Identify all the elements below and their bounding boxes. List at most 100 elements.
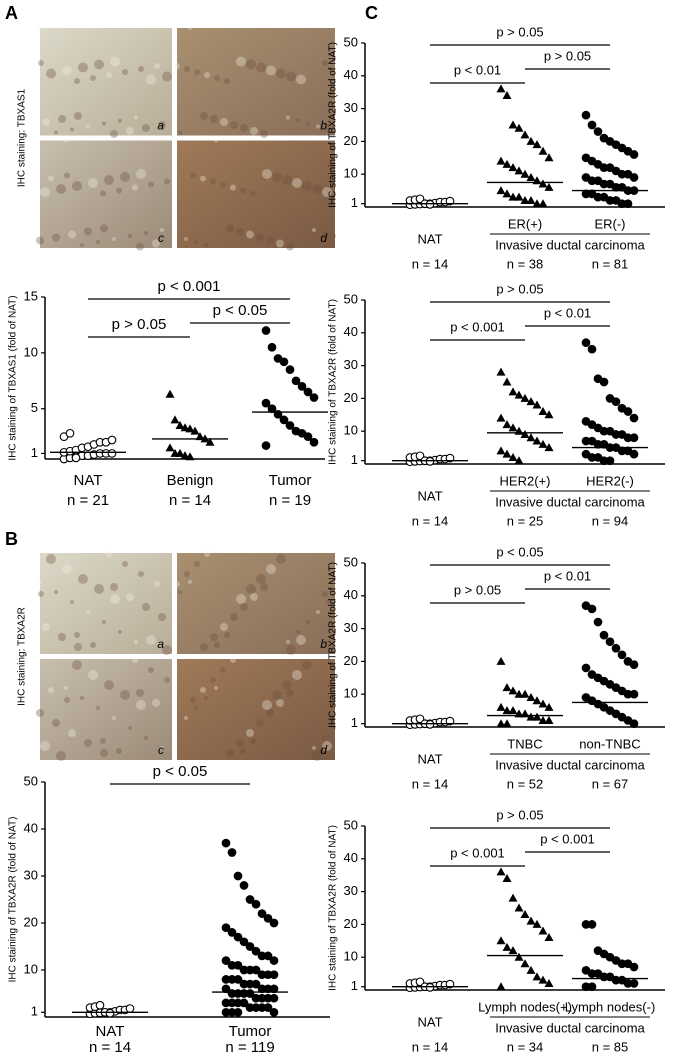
data-point xyxy=(629,173,639,182)
data-point xyxy=(520,393,530,402)
tissue-texture xyxy=(276,68,286,79)
tissue-texture xyxy=(246,729,254,737)
data-point xyxy=(629,413,639,423)
data-point xyxy=(599,630,609,640)
data-point xyxy=(617,650,627,660)
tissue-texture xyxy=(112,716,116,720)
p-value: p < 0.01 xyxy=(454,62,501,77)
data-point xyxy=(263,951,273,961)
tissue-texture xyxy=(94,59,104,70)
y-tick-label: 50 xyxy=(344,554,358,569)
tissue-texture xyxy=(256,233,264,242)
tissue-texture xyxy=(136,689,144,697)
data-point xyxy=(257,909,267,918)
y-tick-label: 10 xyxy=(24,344,38,359)
tissue-texture xyxy=(296,635,306,645)
tissue-texture xyxy=(204,551,210,557)
data-point xyxy=(526,397,536,406)
data-point xyxy=(502,420,512,429)
data-point xyxy=(180,451,190,460)
tile-letter: b xyxy=(320,119,327,133)
data-point xyxy=(309,393,319,402)
tissue-texture xyxy=(230,121,238,129)
data-point xyxy=(544,978,554,987)
data-point xyxy=(611,643,621,653)
y-tick-label: 10 xyxy=(344,686,358,701)
tissue-texture xyxy=(276,239,284,248)
data-point xyxy=(508,946,518,955)
tissue-texture xyxy=(58,633,66,641)
tissue-texture xyxy=(322,741,332,751)
tissue-texture xyxy=(204,72,210,78)
tissue-texture xyxy=(178,590,182,594)
tissue-texture xyxy=(126,593,134,601)
tissue-texture xyxy=(122,69,128,75)
tissue-texture xyxy=(230,657,236,663)
data-point xyxy=(593,617,603,627)
tissue-texture xyxy=(112,237,116,241)
data-point xyxy=(71,453,81,463)
data-point xyxy=(190,426,200,435)
tissue-texture xyxy=(266,709,274,717)
data-point xyxy=(544,702,554,711)
y-tick-label: 40 xyxy=(344,850,358,865)
data-point xyxy=(587,344,597,354)
tissue-texture xyxy=(40,187,50,197)
p-value: p > 0.05 xyxy=(544,48,591,63)
data-point xyxy=(502,942,512,951)
data-point xyxy=(502,719,512,728)
data-point xyxy=(623,407,633,416)
data-point xyxy=(502,377,512,386)
data-point xyxy=(532,199,542,208)
data-point xyxy=(508,686,518,695)
tissue-texture xyxy=(312,228,316,232)
tissue-texture xyxy=(158,121,166,129)
data-point xyxy=(508,387,518,396)
data-point xyxy=(611,397,621,407)
micrograph-tile xyxy=(40,659,172,760)
y-tick-label: 20 xyxy=(344,916,358,931)
tissue-texture xyxy=(224,78,230,84)
tissue-texture xyxy=(148,181,154,188)
tissue-texture xyxy=(160,746,164,750)
tissue-texture xyxy=(200,175,206,182)
p-value: p > 0.05 xyxy=(454,582,501,597)
data-point xyxy=(445,196,455,206)
data-point xyxy=(175,420,185,429)
tissue-texture xyxy=(52,233,60,242)
y-axis-label: IHC staining of TBXA2R (fold of NAT) xyxy=(328,825,339,991)
tissue-texture xyxy=(322,187,332,197)
group-label: NAT xyxy=(96,1023,125,1040)
data-point xyxy=(502,873,512,882)
y-tick-label: 10 xyxy=(344,423,358,438)
tissue-texture xyxy=(256,719,264,727)
p-value: p > 0.05 xyxy=(496,24,543,39)
group-label: Lymph nodes(-) xyxy=(565,999,656,1014)
y-tick-label: 1 xyxy=(351,715,358,730)
tissue-texture xyxy=(286,71,296,82)
data-point xyxy=(629,660,639,670)
tissue-texture xyxy=(200,687,206,693)
y-tick-label: 40 xyxy=(24,820,38,835)
tissue-texture xyxy=(260,130,268,138)
tissue-texture xyxy=(332,726,336,730)
data-point xyxy=(502,706,512,715)
tissue-texture xyxy=(102,121,106,126)
tissue-texture xyxy=(322,60,328,66)
group-n: n = 19 xyxy=(269,492,311,509)
tissue-texture xyxy=(286,640,290,644)
tissue-texture xyxy=(146,74,156,85)
tissue-texture xyxy=(36,709,44,717)
tissue-texture xyxy=(220,118,228,126)
y-tick-label: 30 xyxy=(344,883,358,898)
group-caption: Invasive ductal carcinoma xyxy=(495,1020,645,1035)
data-point xyxy=(587,120,597,130)
tissue-texture xyxy=(256,62,266,73)
tissue-texture xyxy=(306,121,310,126)
tissue-texture xyxy=(194,561,200,567)
tissue-texture xyxy=(106,72,112,78)
data-point xyxy=(170,415,180,424)
group-label: HER2(-) xyxy=(586,473,634,488)
data-point xyxy=(520,910,530,919)
tissue-texture xyxy=(74,632,80,638)
